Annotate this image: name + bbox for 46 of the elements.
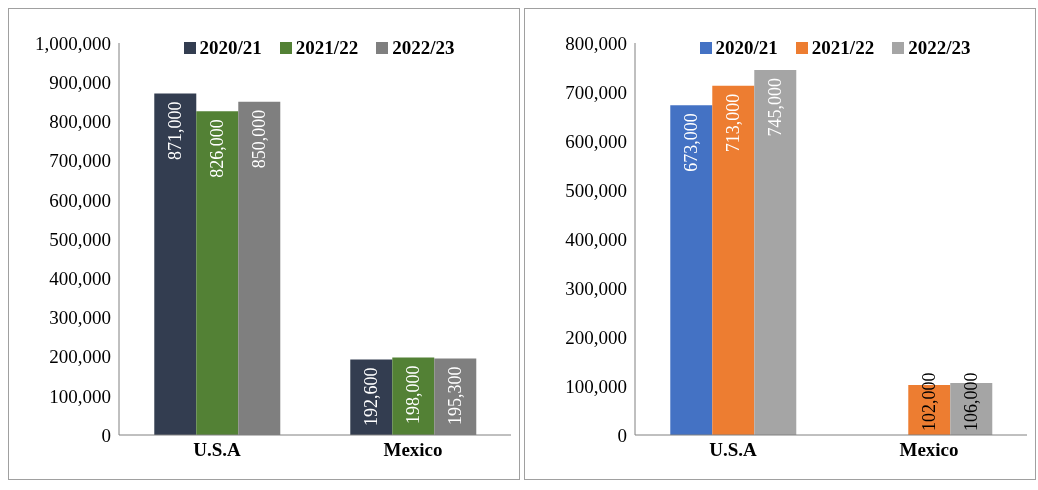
bar: [154, 93, 197, 435]
bar: [754, 69, 797, 435]
y-tick-label: 200,000: [49, 346, 111, 368]
data-label: 745,000: [765, 77, 786, 137]
data-label: 106,000: [961, 372, 982, 431]
y-tick-label: 100,000: [49, 385, 111, 407]
y-tick-label: 1,000,000: [35, 32, 111, 54]
legend-label: 2020/21: [198, 37, 262, 59]
x-tick-label: U.S.A: [193, 439, 242, 461]
data-label: 102,000: [919, 372, 940, 431]
data-label: 673,000: [681, 113, 702, 172]
y-tick-label: 800,000: [49, 111, 111, 133]
y-tick-label: 300,000: [565, 277, 627, 299]
legend-label: 2020/21: [714, 37, 778, 59]
data-label: 826,000: [207, 119, 228, 178]
bar: [196, 111, 239, 435]
y-tick-label: 400,000: [565, 228, 627, 250]
y-tick-label: 300,000: [49, 307, 111, 329]
data-label: 713,000: [723, 93, 744, 153]
y-tick-label: 500,000: [49, 228, 111, 250]
data-label: 192,600: [361, 367, 382, 426]
x-tick-label: Mexico: [383, 439, 443, 461]
bar: [670, 105, 713, 435]
data-label: 850,000: [249, 109, 270, 169]
y-tick-label: 500,000: [565, 179, 627, 201]
y-tick-label: 600,000: [565, 130, 627, 152]
y-tick-label: 0: [617, 424, 627, 446]
data-label: 871,000: [165, 101, 186, 161]
x-tick-label: Mexico: [899, 439, 959, 461]
bar: [712, 85, 755, 435]
legend-label: 2022/23: [391, 37, 455, 59]
y-tick-label: 0: [101, 424, 111, 446]
y-tick-label: 700,000: [49, 150, 111, 172]
x-tick-label: U.S.A: [709, 439, 758, 461]
y-tick-label: 800,000: [565, 32, 627, 54]
data-label: 195,300: [445, 366, 466, 425]
legend-label: 2021/22: [294, 37, 359, 59]
y-tick-label: 600,000: [49, 189, 111, 211]
y-tick-label: 100,000: [565, 375, 627, 397]
legend-label: 2021/22: [810, 37, 875, 59]
y-tick-label: 700,000: [565, 81, 627, 103]
y-tick-label: 400,000: [49, 267, 111, 289]
data-label: 198,000: [403, 365, 424, 424]
legend-label: 2022/23: [907, 37, 971, 59]
y-tick-label: 900,000: [49, 71, 111, 93]
y-tick-label: 200,000: [565, 326, 627, 348]
